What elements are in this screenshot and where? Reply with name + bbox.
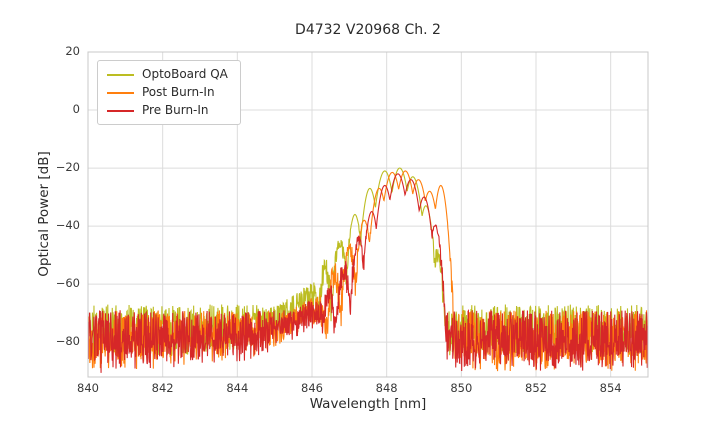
chart-title: D4732 V20968 Ch. 2 xyxy=(295,22,441,38)
legend-label: OptoBoard QA xyxy=(142,67,228,81)
y-tick-label: 20 xyxy=(65,44,80,58)
x-tick-label: 846 xyxy=(301,381,323,395)
legend: OptoBoard QA Post Burn-In Pre Burn-In xyxy=(97,60,241,125)
y-tick-label: −40 xyxy=(55,218,80,233)
x-tick-label: 850 xyxy=(450,381,473,395)
x-tick-label: 854 xyxy=(599,381,622,395)
y-tick-label: −20 xyxy=(55,160,80,175)
legend-line-swatch xyxy=(107,91,134,94)
y-tick-label: 0 xyxy=(72,102,80,117)
legend-item: OptoBoard QA xyxy=(107,67,228,82)
legend-item: Post Burn-In xyxy=(107,85,228,100)
legend-line-swatch xyxy=(107,109,134,112)
x-tick-label: 848 xyxy=(375,381,398,395)
plot-border xyxy=(87,51,649,378)
legend-label: Post Burn-In xyxy=(142,85,215,99)
x-tick-label: 844 xyxy=(226,381,249,395)
x-axis-label: Wavelength [nm] xyxy=(309,396,427,412)
legend-line-swatch xyxy=(107,73,134,76)
y-tick-label: −60 xyxy=(55,276,80,291)
y-tick-label: −80 xyxy=(55,334,80,349)
legend-item: Pre Burn-In xyxy=(107,103,228,118)
x-tick-label: 840 xyxy=(77,381,99,395)
legend-label: Pre Burn-In xyxy=(142,103,209,117)
x-tick-label: 852 xyxy=(525,381,547,395)
x-tick-label: 842 xyxy=(151,381,174,395)
series-line-pre-burn-in xyxy=(88,173,648,373)
